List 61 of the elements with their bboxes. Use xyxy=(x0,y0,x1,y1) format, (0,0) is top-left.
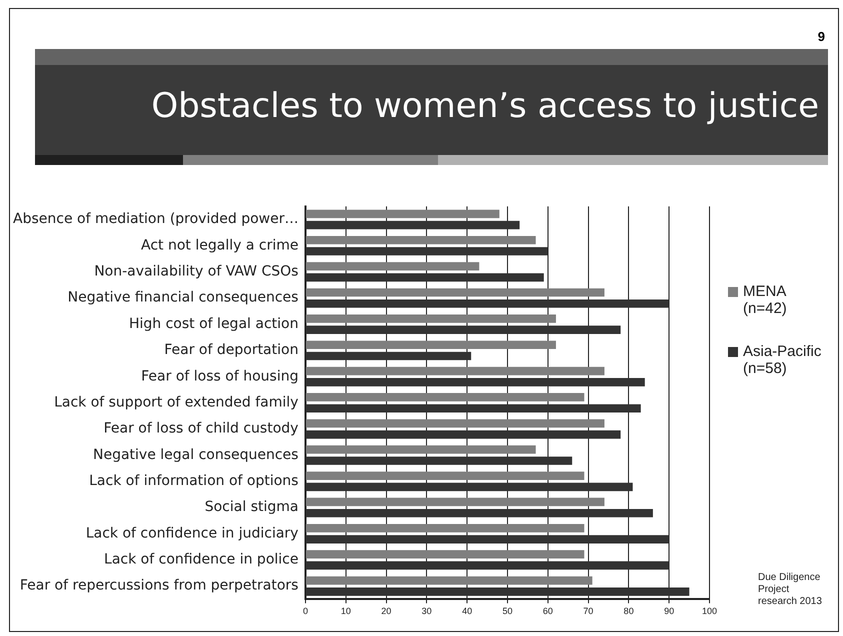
x-tick-label: 70 xyxy=(583,606,594,616)
y-tick-label: Negative legal consequences xyxy=(92,446,298,463)
y-tick-label: Negative financial consequences xyxy=(68,290,298,306)
legend-label: Asia-Pacific (n=58) xyxy=(743,343,822,377)
x-tick-label: 30 xyxy=(422,606,432,616)
x-tick-label: 90 xyxy=(664,606,674,616)
x-tick-label: 60 xyxy=(542,606,553,616)
legend-label: MENA (n=42) xyxy=(743,283,788,317)
y-tick-label: Lack of confidence in police xyxy=(104,552,298,568)
bar xyxy=(306,576,592,585)
bar xyxy=(306,262,480,270)
bar xyxy=(306,299,670,308)
y-tick-label: High cost of legal action xyxy=(128,316,298,332)
y-tick-label: Fear of deportation xyxy=(164,342,298,358)
y-tick-label: Lack of confidence in judiciary xyxy=(86,525,298,542)
bar xyxy=(306,326,621,334)
y-tick-label: Fear of loss of housing xyxy=(141,368,298,384)
x-tick-label: 100 xyxy=(702,606,718,616)
bar xyxy=(306,236,536,244)
bar xyxy=(306,588,690,596)
bar xyxy=(306,445,536,454)
bar xyxy=(306,393,584,402)
bar xyxy=(306,456,572,465)
bar xyxy=(306,352,472,360)
bar xyxy=(306,430,621,439)
bar xyxy=(306,508,653,518)
bar xyxy=(306,378,645,386)
bar xyxy=(306,498,604,506)
text: Due Diligence Project research 2013 xyxy=(758,572,823,608)
y-tick-label: Lack of support of extended family xyxy=(54,394,298,410)
x-tick-label: 20 xyxy=(381,606,392,616)
y-tick-label: Fear of repercussions from perpetrators xyxy=(20,578,298,594)
x-tick-label: 40 xyxy=(462,606,472,616)
bar xyxy=(306,550,584,559)
bar xyxy=(306,561,670,570)
bar xyxy=(306,340,556,350)
bar xyxy=(306,535,670,544)
text: 9 xyxy=(818,29,825,44)
bar xyxy=(306,314,556,323)
bar xyxy=(306,366,604,376)
y-tick-label: Fear of loss of child custody xyxy=(104,420,298,437)
y-tick-label: Absence of mediation (provided power… xyxy=(13,211,298,228)
y-tick-label: Act not legally a crime xyxy=(141,237,298,254)
bar xyxy=(306,524,584,532)
x-tick-label: 80 xyxy=(624,606,634,616)
y-tick-label: Non-availability of VAW CSOs xyxy=(94,264,298,280)
bar xyxy=(306,472,584,480)
y-tick-label: Social stigma xyxy=(204,499,298,516)
x-tick-label: 50 xyxy=(502,606,512,616)
bar xyxy=(306,220,520,230)
bar xyxy=(306,210,500,218)
bar xyxy=(306,247,548,256)
bar xyxy=(306,482,633,492)
bar xyxy=(306,404,641,413)
bar xyxy=(306,419,604,428)
bar xyxy=(306,288,604,297)
y-tick-label: Lack of information of options xyxy=(89,473,298,489)
x-tick-label: 10 xyxy=(340,606,351,616)
x-tick-label: 0 xyxy=(302,606,308,616)
chart-title: Obstacles to women’s access to justice xyxy=(151,86,819,126)
bar xyxy=(306,273,544,282)
